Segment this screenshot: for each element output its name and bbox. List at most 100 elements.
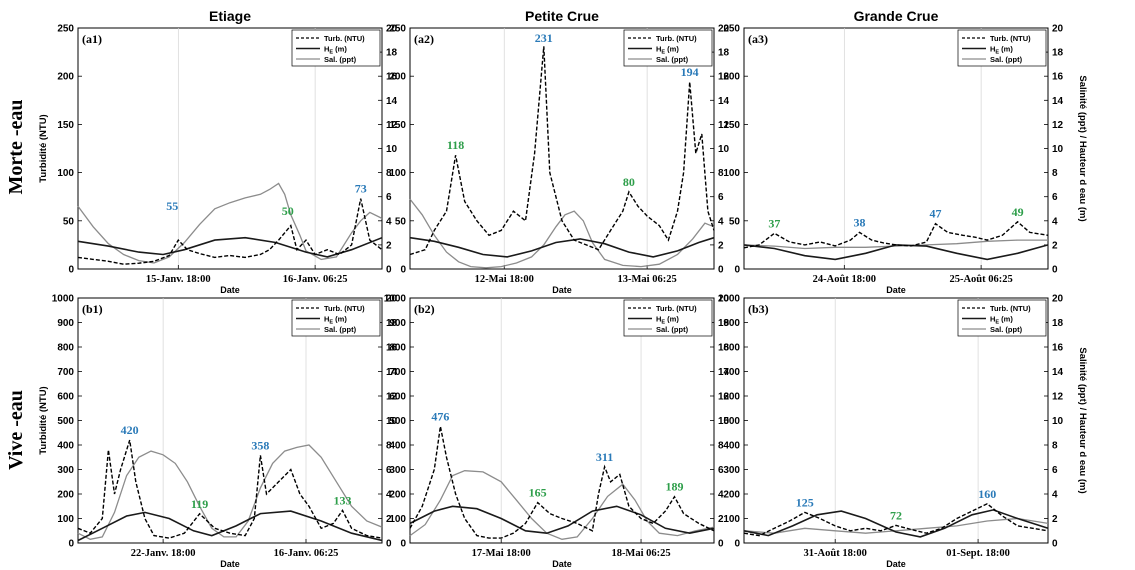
y-left-tick-label: 500 <box>57 416 74 427</box>
y-right-tick-label: 12 <box>1052 392 1064 403</box>
y-right-tick-label: 20 <box>718 24 730 35</box>
plot-area <box>743 27 1049 270</box>
y-left-tick-label: 400 <box>723 441 740 452</box>
panel-label: (b3) <box>748 302 769 316</box>
legend-height-unit: (m) <box>999 45 1013 54</box>
y-right-tick-label: 6 <box>386 465 392 476</box>
y-right-tick-label: 10 <box>386 144 398 155</box>
y-right-tick-label: 12 <box>718 120 730 131</box>
peak-value-label: 165 <box>529 486 547 500</box>
y-right-tick-label: 14 <box>718 96 730 107</box>
y-right-tick-label: 16 <box>386 72 398 83</box>
y-right-tick-label: 0 <box>386 265 392 276</box>
y-right-tick-label: 20 <box>386 294 398 305</box>
y-left-tick-label: 100 <box>723 168 740 179</box>
y-left-tick-label: 100 <box>57 168 74 179</box>
panel-label: (b2) <box>414 302 435 316</box>
x-axis-label: Date <box>552 559 572 569</box>
y-left-tick-label: 800 <box>389 343 406 354</box>
peak-value-label: 231 <box>535 31 553 45</box>
y-right-tick-label: 10 <box>1052 416 1064 427</box>
y-right-tick-label: 12 <box>386 120 398 131</box>
legend-item-salinity-label: Sal. (ppt) <box>656 55 689 64</box>
panel-b3: 31-Août 18:00 01-Sept. 18:000100200300400… <box>718 294 1088 570</box>
y-right-tick-label: 14 <box>718 367 730 378</box>
y-left-tick-label: 0 <box>68 265 74 276</box>
y-left-tick-label: 500 <box>389 416 406 427</box>
peak-value-label: 47 <box>930 207 942 221</box>
y-right-tick-label: 2 <box>718 240 724 251</box>
x-tick-label: 13-Mai 06:25 <box>618 274 677 285</box>
panel-b2: 17-Mai 18:00 18-Mai 06:250100200300400500… <box>384 294 730 570</box>
x-axis-label: Date <box>886 559 906 569</box>
y-right-tick-label: 18 <box>386 318 398 329</box>
legend-item-height-label: HE (m) <box>656 315 679 326</box>
salinity-series-line <box>409 470 715 540</box>
y-left-tick-label: 700 <box>57 367 74 378</box>
column-title-grande-crue: Grande Crue <box>854 8 939 24</box>
y-left-tick-label: 50 <box>729 216 741 227</box>
legend-height-subscript: E <box>329 320 333 326</box>
water-height-series-line <box>409 505 715 535</box>
legend-item-height-label: HE (m) <box>656 45 679 56</box>
peak-value-label: 476 <box>431 409 449 423</box>
peak-value-label: 420 <box>121 423 139 437</box>
y-right-tick-label: 2 <box>1052 240 1058 251</box>
left-axis-label: Turbidité (NTU) <box>38 114 49 182</box>
x-tick-label: 16-Janv. 06:25 <box>274 548 339 559</box>
legend-item-turbidity-label: Turb. (NTU) <box>656 304 697 313</box>
row-title-vive-eau: Vive -eau <box>5 390 27 470</box>
y-left-tick-label: 50 <box>395 216 407 227</box>
salinity-series-line <box>743 239 1048 250</box>
water-height-series-line <box>743 244 1049 261</box>
water-height-series-line <box>77 510 383 542</box>
y-left-tick-label: 900 <box>57 318 74 329</box>
x-axis-label: Date <box>886 285 906 295</box>
y-right-tick-label: 10 <box>386 416 398 427</box>
y-right-tick-label: 4 <box>1052 216 1058 227</box>
y-left-tick-label: 250 <box>57 24 74 35</box>
y-right-tick-label: 6 <box>718 465 724 476</box>
y-right-tick-label: 6 <box>386 192 392 203</box>
legend-item-turbidity-label: Turb. (NTU) <box>990 34 1031 43</box>
y-left-tick-label: 300 <box>723 465 740 476</box>
y-left-tick-label: 700 <box>723 367 740 378</box>
y-right-tick-label: 18 <box>1052 318 1064 329</box>
y-right-tick-label: 20 <box>718 294 730 305</box>
y-left-tick-label: 600 <box>389 392 406 403</box>
y-left-tick-label: 600 <box>57 392 74 403</box>
legend-height-subscript: E <box>661 320 665 326</box>
y-right-tick-label: 14 <box>386 367 398 378</box>
salinity-series-line <box>77 182 383 264</box>
y-right-tick-label: 8 <box>386 441 392 452</box>
x-tick-label: 31-Août 18:00 <box>804 548 867 559</box>
peak-value-label: 189 <box>665 480 683 494</box>
column-title-etiage: Etiage <box>209 8 251 24</box>
y-right-tick-label: 6 <box>1052 192 1058 203</box>
salinity-series-line <box>409 198 715 269</box>
left-axis-label: Turbidité (NTU) <box>38 386 49 454</box>
peak-value-label: 358 <box>251 438 269 452</box>
y-right-tick-label: 2 <box>386 514 392 525</box>
y-right-tick-label: 16 <box>718 72 730 83</box>
legend-item-height-label: HE (m) <box>990 315 1013 326</box>
y-right-tick-label: 10 <box>1052 144 1064 155</box>
y-left-tick-label: 900 <box>389 318 406 329</box>
x-tick-label: 18-Mai 06:25 <box>611 548 670 559</box>
legend-item-salinity-label: Sal. (ppt) <box>990 325 1023 334</box>
y-left-tick-label: 0 <box>68 539 74 550</box>
panel-a3: 24-Août 18:00 25-Août 06:2505010015020025… <box>723 24 1088 296</box>
peak-value-label: 37 <box>768 216 780 230</box>
y-left-tick-label: 1000 <box>718 294 741 305</box>
y-right-tick-label: 8 <box>1052 168 1058 179</box>
y-right-tick-label: 4 <box>718 490 724 501</box>
legend-item-salinity-label: Sal. (ppt) <box>656 325 689 334</box>
y-right-tick-label: 10 <box>718 144 730 155</box>
y-left-tick-label: 100 <box>389 168 406 179</box>
turbidity-series-line <box>409 426 715 539</box>
y-left-tick-label: 150 <box>389 120 406 131</box>
salinity-series-line <box>77 444 383 540</box>
y-right-tick-label: 20 <box>1052 24 1064 35</box>
legend-height-unit: (m) <box>333 45 347 54</box>
y-right-tick-label: 4 <box>718 216 724 227</box>
